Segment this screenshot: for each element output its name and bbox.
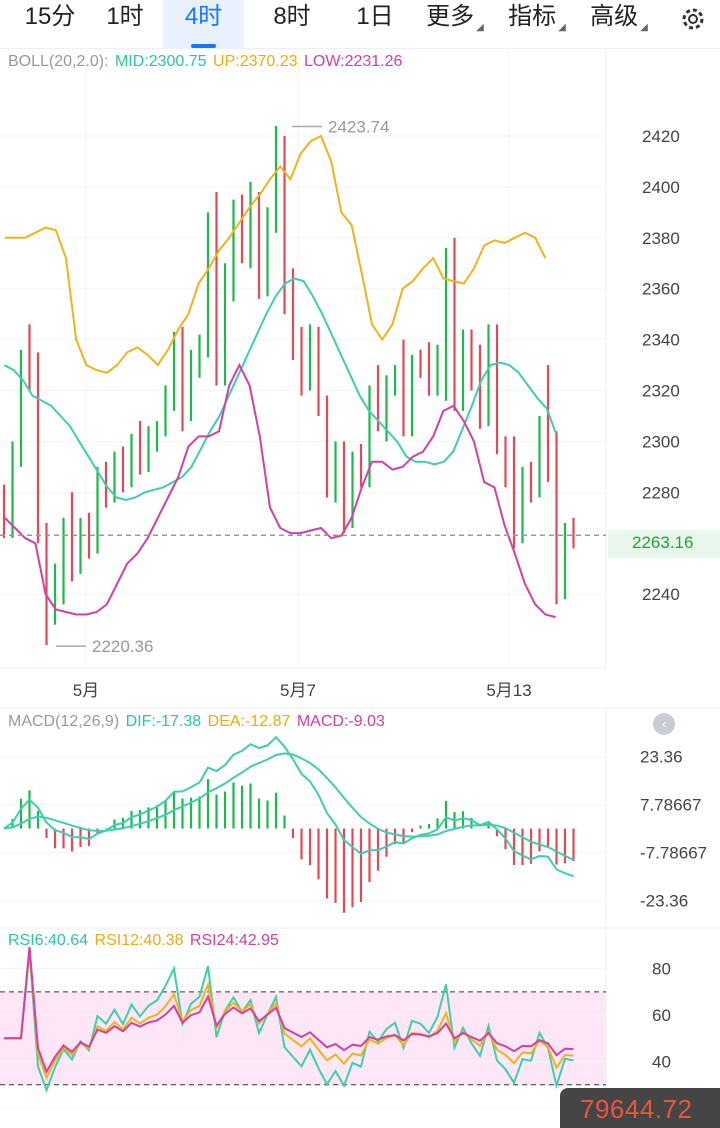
period-tab-bar: 15分 1时 4时 8时 1日 更多 ◢ 指标 ◢ 高级 ◢ xyxy=(0,0,720,49)
y-tick-label: 2380 xyxy=(642,229,680,248)
tab-label: 1日 xyxy=(356,3,394,30)
last-price-value: 2263.16 xyxy=(632,533,694,552)
boll-lower-line xyxy=(4,362,556,619)
boll-mid-value: MID:2300.75 xyxy=(114,53,207,70)
caret-icon: ◢ xyxy=(558,22,566,33)
rsi12-value: RSI12:40.38 xyxy=(94,932,184,949)
y-tick-label: 2320 xyxy=(642,382,680,401)
tab-label: 4时 xyxy=(184,3,223,30)
tab-label: 高级 xyxy=(590,3,639,30)
macd-tick-label: 7.78667 xyxy=(640,795,701,814)
x-tick-label: 5月13 xyxy=(486,681,531,700)
active-tab-underline xyxy=(191,44,216,48)
bottom-price-value: 79644.72 xyxy=(580,1094,693,1124)
rsi24-value: RSI24:42.95 xyxy=(189,932,279,949)
tab-6[interactable]: 指标 ◢ xyxy=(502,0,572,48)
chevron-icon[interactable]: ‹ xyxy=(653,713,675,735)
macd-dea-value: DEA:-12.87 xyxy=(207,713,291,730)
tab-5[interactable]: 更多 ◢ xyxy=(420,0,490,48)
tab-2[interactable]: 4时 xyxy=(163,0,244,48)
y-tick-label: 2280 xyxy=(642,483,680,502)
caret-icon: ◢ xyxy=(640,22,648,33)
macd-histogram xyxy=(11,779,575,913)
rsi-legend: RSI6:40.64 RSI12:40.38 RSI24:42.95 xyxy=(8,932,281,950)
tab-7[interactable]: 高级 ◢ xyxy=(584,0,654,48)
tab-0[interactable]: 15分 xyxy=(20,0,80,48)
bottom-price-box: 79644.72 xyxy=(560,1088,720,1128)
macd-tick-label: -23.36 xyxy=(640,892,688,911)
y-tick-label: 2240 xyxy=(642,585,680,604)
macd-dif-line xyxy=(3,735,574,878)
y-tick-label: 2400 xyxy=(642,178,680,197)
caret-icon: ◢ xyxy=(476,22,484,33)
boll-low-value: LOW:2231.26 xyxy=(303,53,403,70)
tab-label: 指标 xyxy=(508,3,557,30)
tab-label: 8时 xyxy=(273,3,311,30)
macd-name: MACD(12,26,9) xyxy=(8,713,120,730)
tab-label: 更多 xyxy=(426,3,475,30)
max-price-label: 2423.74 xyxy=(328,117,389,136)
tab-1[interactable]: 1时 xyxy=(95,0,155,48)
rsi6-value: RSI6:40.64 xyxy=(8,932,89,949)
boll-name: BOLL(20,2.0): xyxy=(8,53,109,70)
tab-3[interactable]: 8时 xyxy=(262,0,322,48)
macd-dea-line xyxy=(3,752,574,861)
min-price-label: 2220.36 xyxy=(92,637,153,656)
macd-dif-value: DIF:-17.38 xyxy=(125,713,202,730)
y-tick-label: 2300 xyxy=(642,432,680,451)
y-tick-label: 2340 xyxy=(642,331,680,350)
y-tick-label: 2420 xyxy=(642,127,680,146)
tab-label: 1时 xyxy=(106,3,144,30)
macd-tick-label: -7.78667 xyxy=(640,844,707,863)
boll-up-value: UP:2370.23 xyxy=(213,53,298,70)
gear-icon[interactable] xyxy=(680,6,706,32)
candles-group xyxy=(2,125,575,646)
rsi-tick-label: 40 xyxy=(652,1053,671,1072)
rsi6-line xyxy=(4,951,574,1094)
rsi24-line xyxy=(4,946,574,1075)
last-price-badge: 2263.16 xyxy=(608,530,720,558)
y-tick-label: 2360 xyxy=(642,280,680,299)
macd-legend: MACD(12,26,9) DIF:-17.38 DEA:-12.87 MACD… xyxy=(8,713,387,731)
rsi-band xyxy=(0,991,606,1085)
macd-tick-label: 23.36 xyxy=(640,747,683,766)
boll-upper-line xyxy=(4,134,547,374)
boll-mid-line xyxy=(3,277,558,502)
macd-macd-value: MACD:-9.03 xyxy=(296,713,385,730)
x-tick-label: 5月7 xyxy=(280,681,316,700)
tab-4[interactable]: 1日 xyxy=(345,0,405,48)
tab-label: 15分 xyxy=(24,3,76,30)
x-tick-label: 5月 xyxy=(73,681,99,700)
rsi-tick-label: 80 xyxy=(652,960,671,979)
rsi-tick-label: 60 xyxy=(652,1006,671,1025)
rsi12-line xyxy=(4,948,574,1081)
boll-legend: BOLL(20,2.0): MID:2300.75 UP:2370.23 LOW… xyxy=(8,53,404,71)
